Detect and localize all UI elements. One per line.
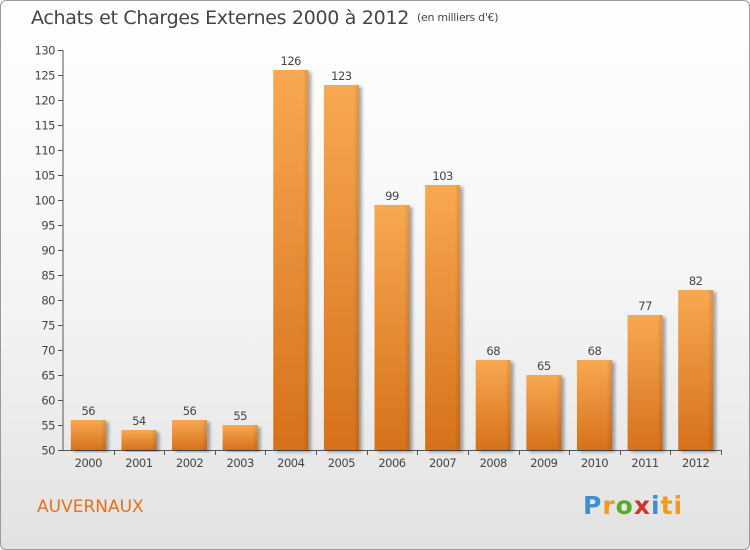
x-tick-label: 2006 [378, 456, 405, 470]
bar-edge [121, 430, 157, 450]
y-tick-label: 130 [35, 44, 56, 58]
bar-edge [222, 425, 258, 450]
bar-edge [323, 85, 359, 450]
bar-edge [475, 360, 511, 450]
data-label: 99 [385, 189, 399, 203]
commune-name: AUVERNAUX [37, 497, 144, 517]
x-tick-label: 2007 [429, 456, 456, 470]
bar-edge [526, 375, 562, 450]
y-tick-label: 60 [41, 394, 55, 408]
y-tick-label: 75 [41, 319, 55, 333]
y-tick-label: 70 [41, 344, 55, 358]
axes: 50 55 60 65 70 75 80 85 90 95 100 105 110 115 120 125 13… [35, 44, 722, 470]
y-tick-label: 105 [35, 169, 56, 183]
y-tick-label: 90 [41, 244, 55, 258]
logo-letter: r [602, 491, 616, 520]
logo-letter: i [651, 491, 661, 520]
data-label: 68 [486, 344, 500, 358]
y-tick-label: 115 [35, 119, 56, 133]
x-tick-label: 2008 [480, 456, 507, 470]
chart-title: Achats et Charges Externes 2000 à 2012 (e… [31, 7, 499, 29]
data-label: 82 [689, 274, 703, 288]
bar-edge [627, 315, 663, 450]
x-tick-label: 2000 [75, 456, 102, 470]
data-label: 77 [638, 299, 652, 313]
y-tick-label: 50 [41, 444, 55, 458]
y-tick-label: 55 [41, 419, 55, 433]
bar-edge [678, 290, 714, 450]
bar-edge [70, 420, 106, 450]
y-tick-label: 125 [35, 69, 56, 83]
y-tick-label: 110 [35, 144, 56, 158]
data-label: 56 [81, 404, 95, 418]
data-label: 56 [183, 404, 197, 418]
y-tick-label: 85 [41, 269, 55, 283]
bars [70, 70, 714, 450]
bar-edge [576, 360, 612, 450]
bar-edge [273, 70, 309, 450]
x-tick-label: 2001 [125, 456, 152, 470]
y-tick-label: 120 [35, 94, 56, 108]
y-tick-label: 65 [41, 369, 55, 383]
chart-title-text: Achats et Charges Externes 2000 à 2012 [31, 7, 410, 29]
x-tick-label: 2012 [682, 456, 709, 470]
x-tick-label: 2002 [176, 456, 203, 470]
y-tick-label: 80 [41, 294, 55, 308]
data-label: 123 [331, 69, 352, 83]
x-tick-label: 2009 [530, 456, 557, 470]
data-label: 68 [588, 344, 602, 358]
x-tick-label: 2005 [328, 456, 355, 470]
x-tick-label: 2011 [631, 456, 658, 470]
data-label: 65 [537, 359, 551, 373]
data-label: 54 [132, 414, 146, 428]
logo-letter: o [615, 491, 634, 520]
chart-subtitle: (en milliers d'€) [417, 11, 499, 24]
y-tick-label: 100 [35, 194, 56, 208]
logo-letter: ti [660, 491, 684, 520]
data-label: 103 [432, 169, 453, 183]
data-label: 55 [233, 409, 247, 423]
proxiti-logo[interactable]: Proxiti [583, 491, 683, 520]
logo-letter: P [583, 491, 603, 520]
bar-edge [172, 420, 208, 450]
bar-edge [425, 185, 461, 450]
y-tick-label: 95 [41, 219, 55, 233]
data-labels: 56 54 56 55 126 123 99 103 68 65 68 77 82 [81, 54, 703, 428]
x-tick-label: 2010 [581, 456, 608, 470]
x-tick-label: 2004 [277, 456, 304, 470]
x-tick-label: 2003 [227, 456, 254, 470]
data-label: 126 [281, 54, 302, 68]
bar-edge [374, 205, 410, 450]
logo-letter: x [633, 491, 651, 520]
